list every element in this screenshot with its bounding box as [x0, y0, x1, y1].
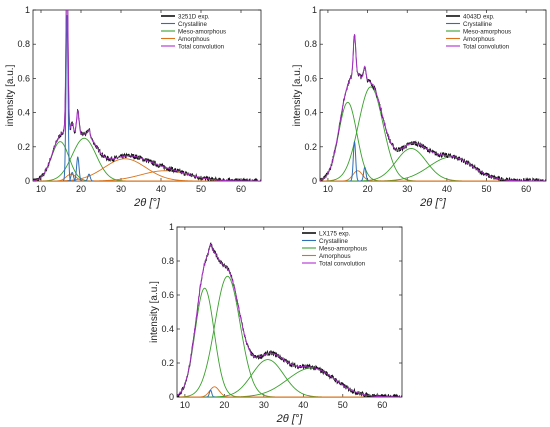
plot-area	[320, 34, 546, 181]
legend: LX175 exp.CrystallineMeso-amorphousAmorp…	[302, 230, 367, 267]
y-tick-label: 0.2	[304, 142, 317, 152]
y-tick-label: 1	[169, 222, 174, 232]
y-tick-label: 0.6	[161, 290, 174, 300]
crystalline-peak	[62, 15, 72, 181]
y-tick-label: 0.8	[17, 39, 30, 49]
y-axis-label: intensity [a.u.]	[149, 281, 160, 343]
x-tick-label: 10	[180, 400, 190, 410]
crystalline-peak	[73, 156, 83, 181]
x-tick-label: 40	[156, 184, 166, 194]
x-tick-label: 50	[196, 184, 206, 194]
legend-label: Crystalline	[319, 238, 348, 245]
amorphous-curve	[320, 170, 546, 181]
chart-panel-2: 10 20 30 40 50 60 0 0.2 0.4 0.6 0.8 1 2θ [°] intensit…	[292, 5, 547, 209]
crystalline-peak	[205, 389, 216, 397]
plot-area	[177, 242, 402, 397]
x-tick-label: 50	[338, 400, 348, 410]
legend-label: Total convolution	[319, 260, 366, 267]
y-tick-label: 0.4	[17, 108, 30, 118]
y-tick-label: 1	[312, 5, 317, 15]
chart-panel-1: 10 20 30 40 50 60 0 0.2 0.4 0.6 0.8 1 2θ [°] intensit…	[5, 5, 262, 209]
meso-amorphous-curve	[320, 86, 546, 181]
meso-amorphous-curve	[177, 275, 402, 397]
experimental-curve	[320, 34, 546, 181]
y-tick-label: 0	[169, 392, 174, 402]
chart-panel-3: 10 20 30 40 50 60 0 0.2 0.4 0.6 0.8 1 2θ [°] intensit…	[149, 222, 403, 425]
legend-label: Total convolution	[463, 43, 510, 50]
x-tick-label: 10	[323, 184, 333, 194]
y-tick-label: 0.2	[161, 358, 174, 368]
legend-label: Meso-amorphous	[319, 245, 367, 252]
x-tick-label: 30	[259, 400, 269, 410]
x-axis-label: 2θ [°]	[276, 413, 304, 425]
x-tick-label: 30	[116, 184, 126, 194]
y-tick-label: 1	[25, 5, 30, 15]
crystalline-peak	[84, 173, 94, 181]
crystalline-peak	[67, 171, 77, 181]
amorphous-curve	[33, 158, 261, 181]
x-tick-label: 20	[76, 184, 86, 194]
x-tick-label: 10	[36, 184, 46, 194]
x-tick-label: 60	[236, 184, 246, 194]
x-tick-label: 30	[402, 184, 412, 194]
legend-label: Amorphous	[319, 253, 351, 260]
legend: 3251D exp.CrystallineMeso-amorphousAmorp…	[161, 13, 226, 50]
legend: 4043D exp.CrystallineMeso-amorphousAmorp…	[446, 13, 511, 50]
y-tick-label: 0.6	[304, 73, 317, 83]
experimental-curve	[177, 242, 402, 397]
plot-frame	[176, 226, 403, 398]
legend-label: Amorphous	[463, 36, 495, 43]
total-convolution-curve	[177, 243, 402, 397]
x-tick-label: 50	[482, 184, 492, 194]
legend-label: Amorphous	[178, 36, 210, 43]
x-tick-label: 40	[298, 400, 308, 410]
y-axis-label: intensity [a.u.]	[292, 64, 303, 126]
y-tick-label: 0.6	[17, 73, 30, 83]
y-tick-label: 0.4	[304, 108, 317, 118]
legend-label: Meso-amorphous	[463, 28, 511, 35]
meso-amorphous-curve	[33, 141, 261, 181]
y-axis-label: intensity [a.u.]	[5, 64, 16, 126]
y-tick-label: 0.2	[17, 142, 30, 152]
legend-label: 4043D exp.	[463, 13, 495, 20]
meso-amorphous-curve	[320, 101, 546, 181]
y-tick-label: 0	[312, 176, 317, 186]
legend-label: 3251D exp.	[178, 13, 210, 20]
x-tick-label: 60	[521, 184, 531, 194]
total-convolution-curve	[33, 10, 261, 181]
x-axis-label: 2θ [°]	[133, 197, 161, 209]
x-tick-label: 20	[219, 400, 229, 410]
y-tick-label: 0.4	[161, 324, 174, 334]
crystalline-peak	[360, 166, 370, 181]
plot-area	[33, 10, 261, 181]
x-tick-label: 60	[377, 400, 387, 410]
meso-amorphous-curve	[177, 287, 402, 397]
legend-label: Meso-amorphous	[178, 28, 226, 35]
y-tick-label: 0.8	[161, 256, 174, 266]
crystalline-peak	[349, 140, 360, 181]
legend-label: LX175 exp.	[319, 230, 351, 237]
y-tick-label: 0.8	[304, 39, 317, 49]
meso-amorphous-curve	[33, 137, 261, 181]
amorphous-curve	[177, 386, 402, 397]
x-tick-label: 40	[442, 184, 452, 194]
y-tick-label: 0	[25, 176, 30, 186]
x-tick-label: 20	[363, 184, 373, 194]
x-axis-label: 2θ [°]	[419, 197, 447, 209]
total-convolution-curve	[320, 34, 546, 181]
legend-label: Crystalline	[178, 21, 207, 28]
legend-label: Total convolution	[178, 43, 225, 50]
legend-label: Crystalline	[463, 21, 492, 28]
